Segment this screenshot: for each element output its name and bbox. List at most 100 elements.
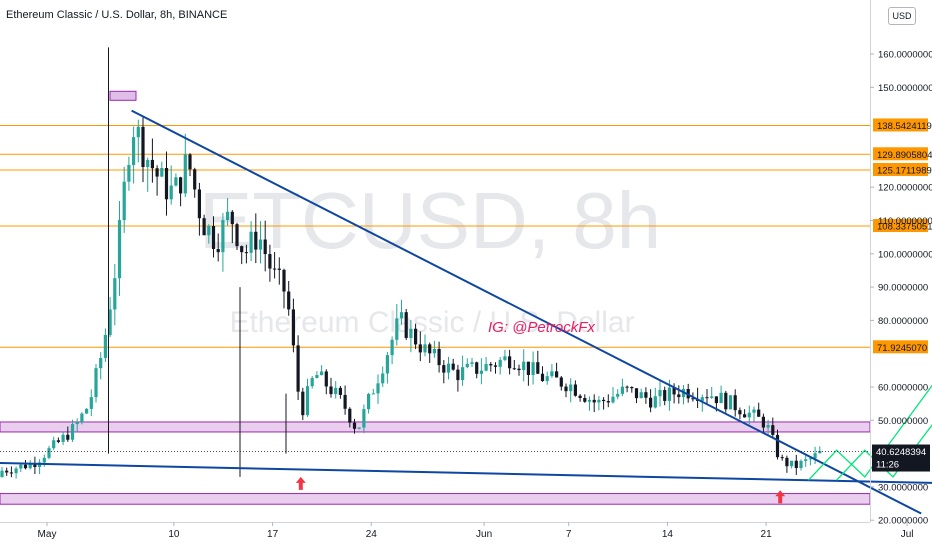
candle-body bbox=[611, 396, 615, 403]
candle-body bbox=[691, 398, 695, 400]
candle-body bbox=[89, 397, 93, 409]
candle-body bbox=[630, 387, 634, 389]
candle-body bbox=[794, 460, 798, 468]
y-tick-label: 50.0000000 bbox=[878, 416, 928, 427]
candle-body bbox=[263, 239, 267, 255]
candle-body bbox=[160, 168, 164, 177]
candle-body bbox=[42, 457, 46, 463]
last-price-countdown: 11:26 bbox=[876, 460, 899, 471]
candle-body bbox=[404, 312, 408, 338]
candle-body bbox=[677, 394, 681, 398]
candle-body bbox=[5, 470, 9, 473]
candle-body bbox=[545, 376, 549, 382]
candle-body bbox=[442, 365, 446, 373]
candle-body bbox=[700, 397, 704, 401]
candle-body bbox=[592, 399, 596, 403]
candle-body bbox=[385, 355, 389, 374]
candle-body bbox=[771, 425, 775, 435]
candle-body bbox=[367, 393, 371, 410]
candle-body bbox=[19, 464, 23, 469]
candle-body bbox=[146, 159, 150, 168]
candle-body bbox=[226, 211, 230, 221]
candle-body bbox=[282, 269, 286, 292]
candle-body bbox=[296, 345, 300, 392]
level-label: 125.1711989 bbox=[877, 165, 932, 176]
level-label-bg bbox=[873, 162, 928, 176]
candle-body bbox=[390, 339, 394, 356]
candle-body bbox=[207, 226, 211, 236]
arrow-up-icon bbox=[775, 490, 786, 504]
level-label-bg bbox=[873, 340, 928, 354]
candle-body bbox=[94, 368, 98, 398]
candle-body bbox=[634, 388, 639, 399]
candle-body bbox=[569, 384, 573, 392]
y-tick-label: 160.0000000 bbox=[878, 50, 932, 61]
candle-body bbox=[99, 357, 103, 369]
candle-body bbox=[277, 268, 281, 270]
candle-body bbox=[775, 434, 780, 458]
y-tick-label: 20.0000000 bbox=[878, 516, 928, 527]
candle-body bbox=[315, 375, 319, 379]
candle-body bbox=[197, 189, 201, 219]
candle-body bbox=[70, 424, 75, 440]
candle-body bbox=[766, 425, 770, 428]
candle-body bbox=[470, 362, 474, 364]
level-label-bg bbox=[873, 147, 928, 161]
candle-body bbox=[423, 344, 427, 353]
candle-body bbox=[258, 239, 263, 250]
candle-body bbox=[625, 386, 629, 388]
candle-body bbox=[183, 154, 187, 194]
candle-body bbox=[113, 278, 117, 310]
candle-body bbox=[461, 367, 465, 381]
candle-body bbox=[362, 409, 366, 428]
candle-body bbox=[61, 434, 65, 442]
y-tick-label: 30.0000000 bbox=[878, 482, 928, 493]
candle-body bbox=[616, 393, 620, 397]
candle-body bbox=[334, 387, 338, 395]
candle-body bbox=[446, 363, 451, 373]
candle-body bbox=[587, 399, 592, 402]
x-tick-label: 21 bbox=[761, 529, 773, 540]
candle-body bbox=[80, 413, 84, 423]
candle-body bbox=[343, 394, 347, 409]
y-tick-label: 110.0000000 bbox=[878, 216, 932, 227]
currency-button[interactable]: USD bbox=[888, 7, 916, 25]
projection-path bbox=[807, 384, 932, 481]
candle-body bbox=[28, 463, 32, 469]
candle-body bbox=[747, 412, 751, 418]
candle-body bbox=[9, 472, 13, 474]
candle-body bbox=[418, 344, 422, 353]
candle-body bbox=[493, 365, 498, 367]
candle-body bbox=[710, 396, 714, 398]
candle-body bbox=[381, 373, 385, 384]
watermark: ETCUSD, 8h Ethereum Classic / U.S. Dolla… bbox=[199, 176, 661, 339]
candle-body bbox=[540, 373, 545, 382]
x-tick-label: Jul bbox=[901, 529, 914, 540]
candle-body bbox=[230, 211, 234, 225]
candle-body bbox=[103, 334, 107, 358]
candle-body bbox=[169, 185, 173, 200]
candle-body bbox=[291, 309, 295, 346]
x-tick-label: 17 bbox=[267, 529, 279, 540]
candle-body bbox=[818, 451, 822, 454]
candle-body bbox=[658, 390, 662, 397]
candle-body bbox=[193, 169, 197, 190]
candle-body bbox=[555, 371, 559, 378]
candle-body bbox=[273, 268, 277, 270]
last-price-value: 40.6248394 bbox=[876, 447, 926, 458]
candle-body bbox=[578, 395, 582, 398]
candle-body bbox=[564, 386, 568, 392]
candle-body bbox=[808, 458, 812, 460]
candle-body bbox=[56, 440, 60, 442]
last-price-badge bbox=[872, 444, 930, 472]
candle-body bbox=[573, 384, 577, 396]
candle-body bbox=[672, 387, 676, 395]
candle-body bbox=[550, 371, 554, 377]
candle-body bbox=[122, 181, 126, 221]
candle-body bbox=[244, 252, 248, 254]
y-tick-label: 120.0000000 bbox=[878, 183, 932, 194]
candle-body bbox=[559, 377, 563, 387]
candle-body bbox=[583, 397, 587, 402]
candle-body bbox=[66, 434, 70, 440]
